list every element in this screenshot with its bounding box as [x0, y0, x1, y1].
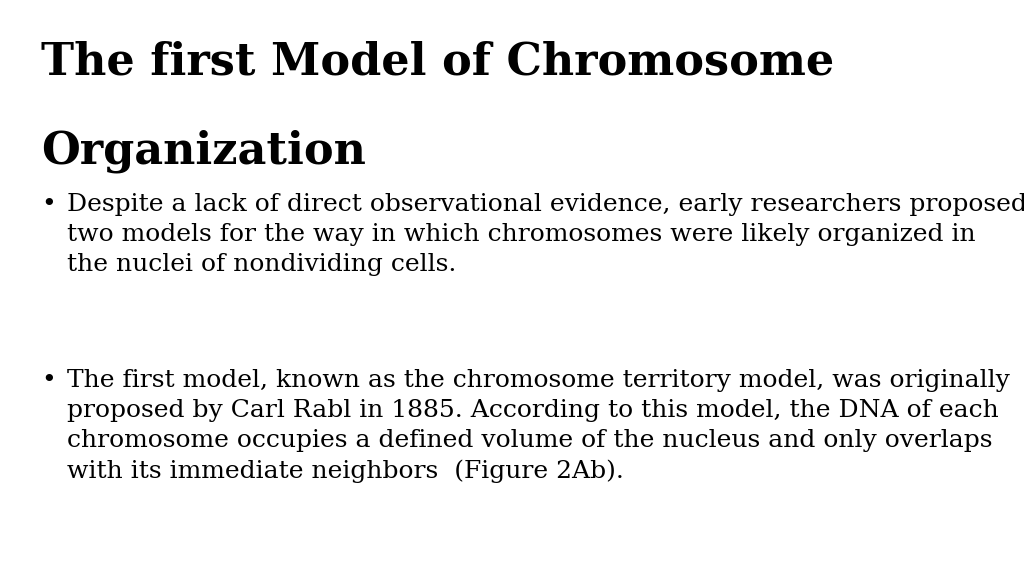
Text: •: • — [41, 369, 55, 392]
Text: The first Model of Chromosome: The first Model of Chromosome — [41, 40, 835, 84]
Text: Despite a lack of direct observational evidence, early researchers proposed
two : Despite a lack of direct observational e… — [67, 193, 1024, 276]
Text: The first model, known as the chromosome territory model, was originally
propose: The first model, known as the chromosome… — [67, 369, 1010, 483]
Text: •: • — [41, 193, 55, 216]
Text: Organization: Organization — [41, 130, 366, 173]
